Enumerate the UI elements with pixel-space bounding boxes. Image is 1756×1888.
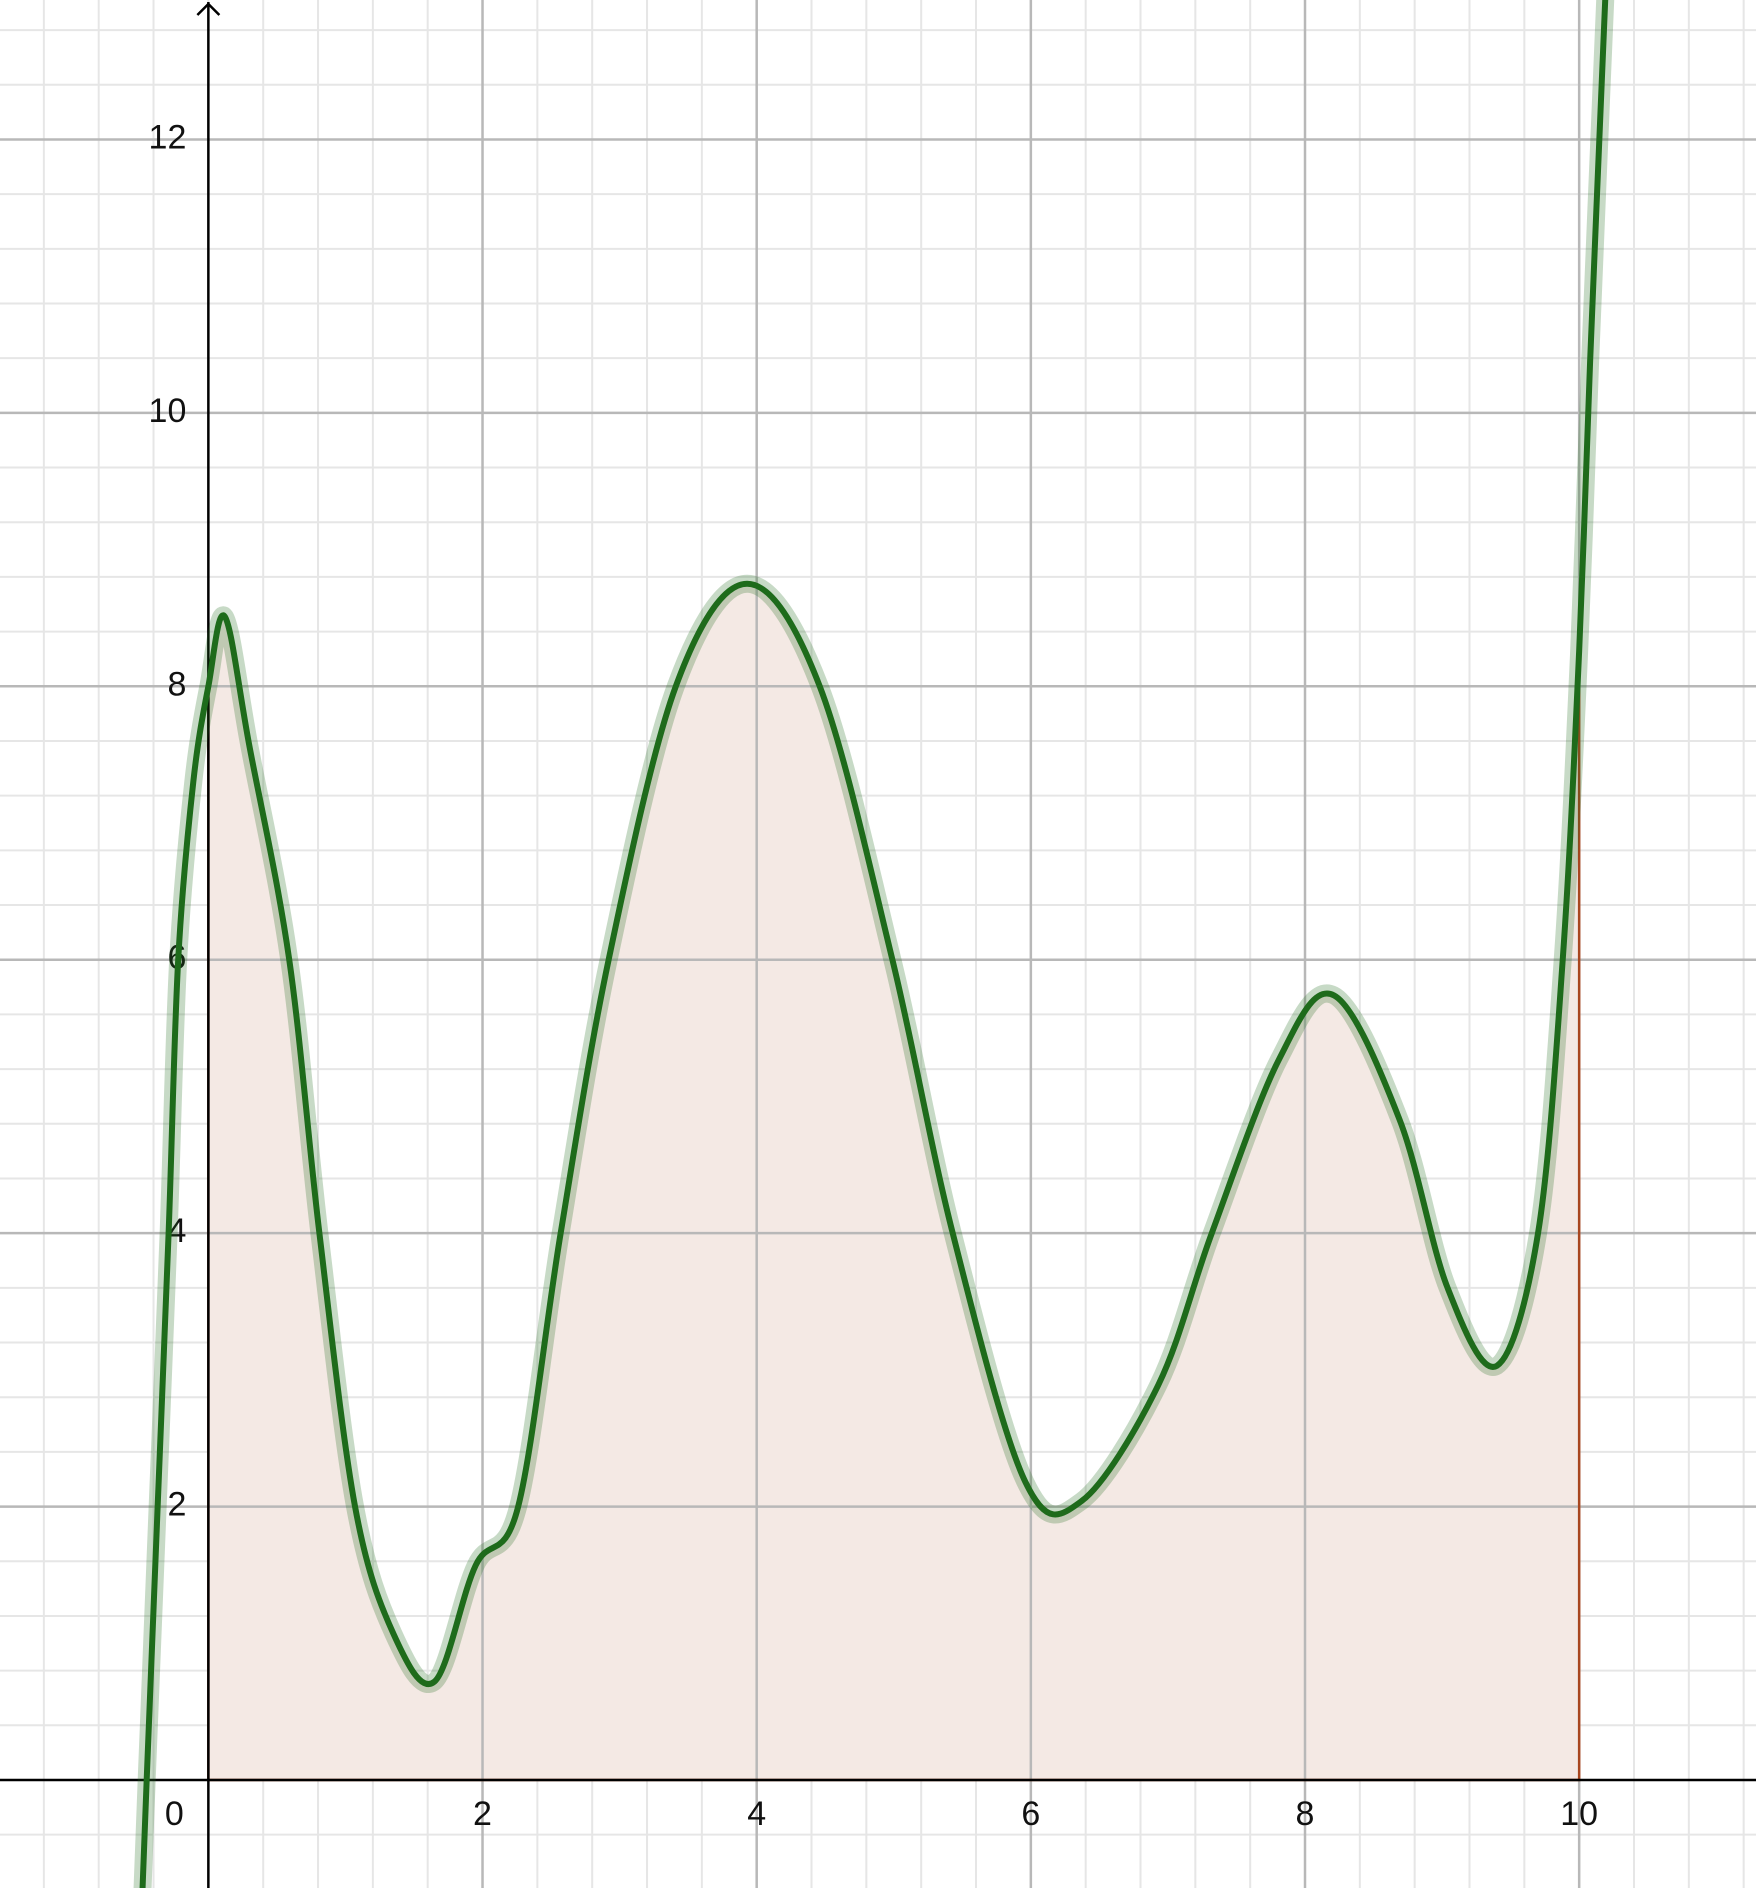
y-tick-label: 4 [167, 1212, 186, 1250]
y-tick-label: 2 [167, 1486, 186, 1524]
x-tick-label: 8 [1296, 1795, 1315, 1833]
y-tick-label: 10 [149, 392, 187, 430]
curve [139, 0, 1609, 1888]
x-tick-label: 0 [165, 1795, 184, 1833]
y-tick-label: 8 [167, 665, 186, 703]
x-tick-label: 6 [1021, 1795, 1040, 1833]
shaded-area [208, 583, 1580, 1780]
x-tick-label: 4 [747, 1795, 766, 1833]
y-axis-arrow [196, 2, 221, 16]
x-tick-label: 10 [1560, 1795, 1598, 1833]
x-tick-label: 2 [473, 1795, 492, 1833]
y-tick-label: 12 [149, 118, 187, 156]
